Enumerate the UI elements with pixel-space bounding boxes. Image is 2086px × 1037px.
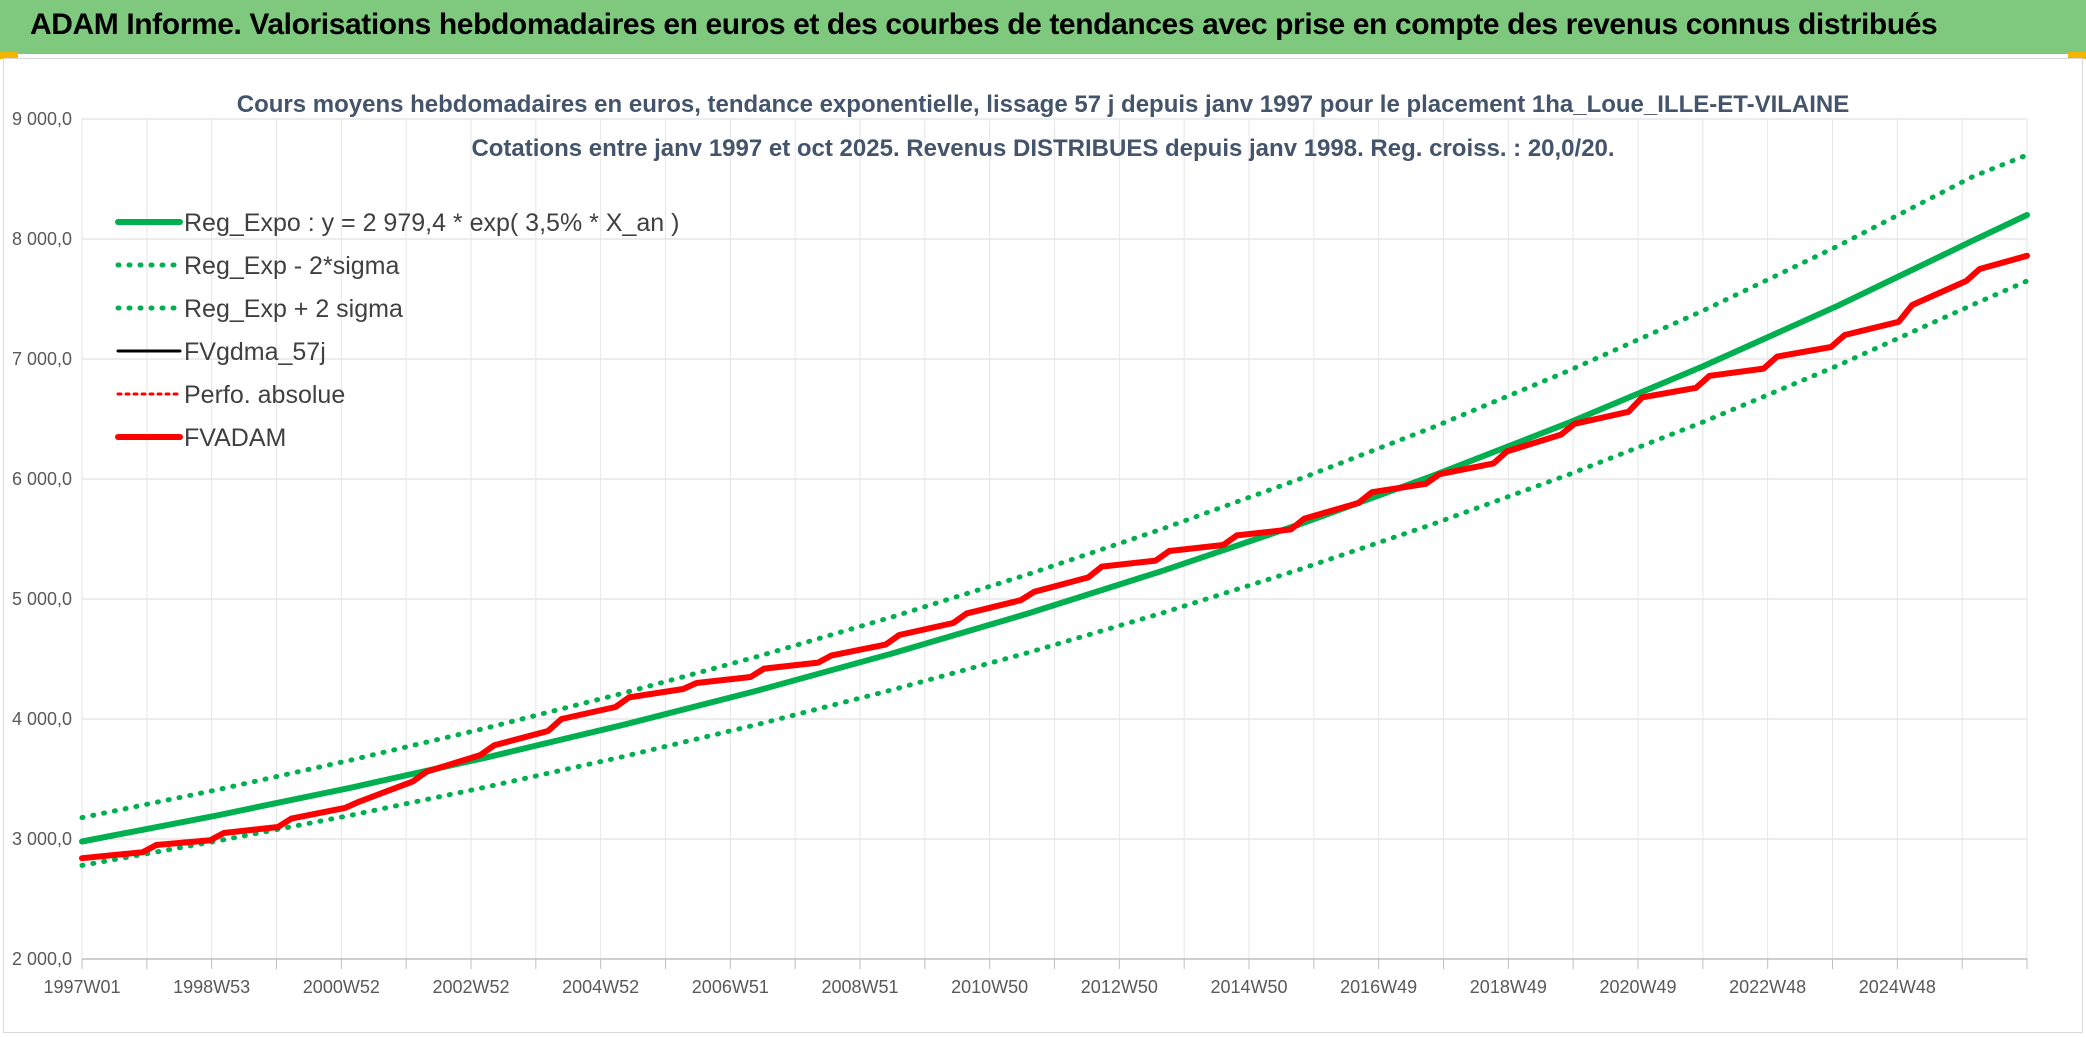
legend-label: Reg_Exp + 2 sigma — [184, 295, 403, 323]
x-tick-label: 2016W49 — [1340, 977, 1417, 997]
legend-label: Perfo. absolue — [184, 381, 345, 409]
x-tick-label: 2014W50 — [1210, 977, 1287, 997]
chart-title: Cours moyens hebdomadaires en euros, ten… — [237, 91, 1850, 118]
x-tick-label: 1998W53 — [173, 977, 250, 997]
x-tick-label: 2008W51 — [821, 977, 898, 997]
x-tick-label: 2004W52 — [562, 977, 639, 997]
lower-band-line — [79, 278, 2030, 868]
legend-label: Reg_Exp - 2*sigma — [184, 252, 399, 280]
x-tick-label: 2010W50 — [951, 977, 1028, 997]
legend-label: FVADAM — [184, 424, 286, 452]
corner-mark-right — [2068, 52, 2086, 59]
y-tick-label: 8 000,0 — [12, 229, 72, 249]
x-tick-label: 2018W49 — [1470, 977, 1547, 997]
y-tick-label: 9 000,0 — [12, 109, 72, 129]
legend-label: FVgdma_57j — [184, 338, 326, 366]
legend-label: Reg_Expo : y = 2 979,4 * exp( 3,5% * X_a… — [184, 209, 679, 237]
x-tick-label: 2002W52 — [432, 977, 509, 997]
x-tick-label: 2024W48 — [1859, 977, 1936, 997]
upper-band-line — [79, 152, 2030, 821]
y-tick-label: 7 000,0 — [12, 349, 72, 369]
x-tick-label: 2022W48 — [1729, 977, 1806, 997]
x-tick-label: 2000W52 — [303, 977, 380, 997]
report-title: ADAM Informe. Valorisations hebdomadaire… — [30, 8, 1938, 41]
y-tick-label: 6 000,0 — [12, 469, 72, 489]
x-tick-label: 2012W50 — [1081, 977, 1158, 997]
x-tick-label: 1997W01 — [43, 977, 120, 997]
chart-area — [3, 58, 2083, 1033]
y-tick-label: 5 000,0 — [12, 589, 72, 609]
y-tick-label: 2 000,0 — [12, 949, 72, 969]
regression-line — [79, 212, 2030, 845]
fvadam-line — [79, 252, 2030, 862]
chart-subtitle: Cotations entre janv 1997 et oct 2025. R… — [471, 135, 1614, 162]
x-tick-label: 2006W51 — [692, 977, 769, 997]
y-tick-label: 4 000,0 — [12, 709, 72, 729]
corner-mark-left — [0, 52, 18, 59]
y-tick-label: 3 000,0 — [12, 829, 72, 849]
x-tick-label: 2020W49 — [1599, 977, 1676, 997]
report-banner: ADAM Informe. Valorisations hebdomadaire… — [0, 0, 2086, 56]
